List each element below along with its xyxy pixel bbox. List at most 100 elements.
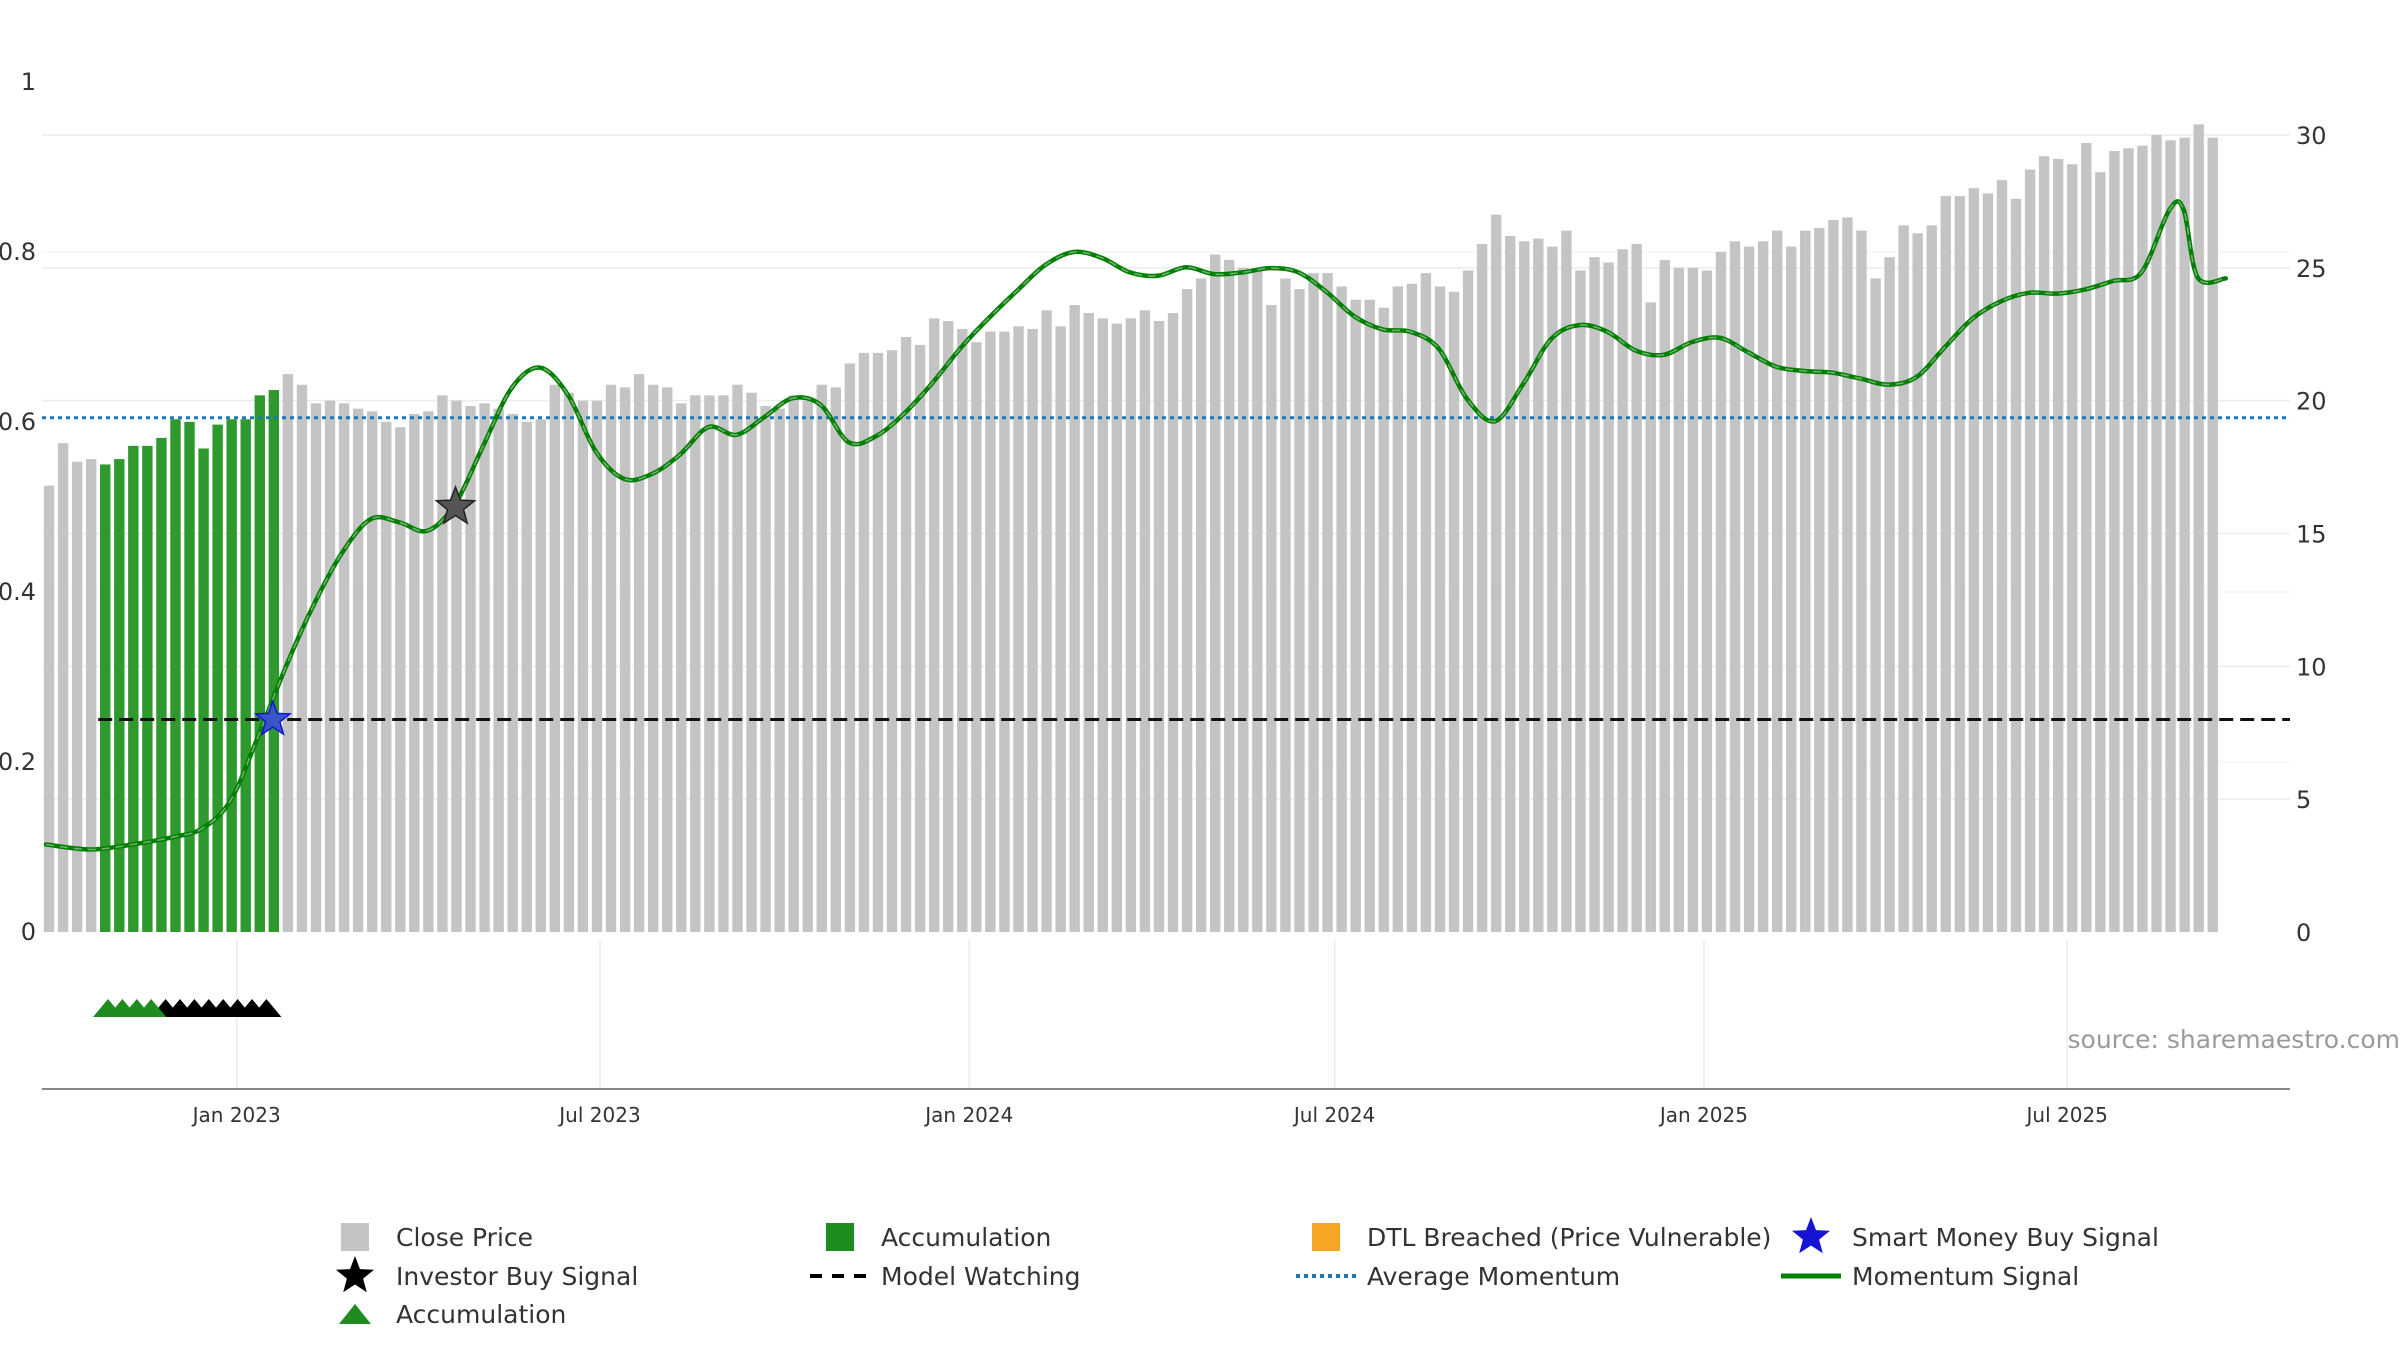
close-price-bar xyxy=(1379,308,1389,932)
close-price-bar xyxy=(1140,310,1150,932)
close-price-bar xyxy=(845,363,855,932)
close-price-bar xyxy=(915,345,925,932)
legend-triangle-icon xyxy=(339,1304,371,1324)
accumulation-bar xyxy=(269,390,279,932)
legend-label: Smart Money Buy Signal xyxy=(1852,1223,2159,1252)
x-tick-label: Jan 2025 xyxy=(1658,1103,1748,1127)
accumulation-markers xyxy=(93,999,281,1017)
close-price-bar xyxy=(1561,231,1571,932)
close-price-bar xyxy=(451,401,461,932)
grid-lines xyxy=(42,135,2290,1089)
close-price-bar xyxy=(2179,138,2189,932)
legend-item: Smart Money Buy Signal xyxy=(1792,1217,2159,1253)
close-price-bar xyxy=(1660,260,1670,932)
close-price-bar xyxy=(536,419,546,932)
right-tick-label: 30 xyxy=(2296,122,2327,150)
legend-star-icon xyxy=(336,1256,374,1292)
close-price-bar xyxy=(1688,268,1698,932)
close-price-bar xyxy=(676,403,686,932)
x-tick-label: Jul 2023 xyxy=(557,1103,640,1127)
reference-lines xyxy=(42,418,2290,720)
close-price-bar xyxy=(2109,151,2119,932)
close-price-bar xyxy=(887,350,897,932)
close-price-bar xyxy=(1519,241,1529,932)
left-tick-label: 0.6 xyxy=(0,408,36,436)
close-price-bar xyxy=(1617,249,1627,932)
close-price-bar xyxy=(901,337,911,932)
close-price-bar xyxy=(1589,257,1599,932)
close-price-bar xyxy=(1997,180,2007,932)
close-price-bar xyxy=(2193,124,2203,932)
legend-item: Accumulation xyxy=(339,1300,566,1329)
close-price-bar xyxy=(1603,263,1613,932)
close-price-bar xyxy=(817,385,827,932)
accumulation-bar xyxy=(241,419,251,932)
legend-label: Accumulation xyxy=(881,1223,1051,1252)
close-price-bar xyxy=(1280,278,1290,932)
close-price-bar xyxy=(1126,318,1136,932)
close-price-bar xyxy=(760,406,770,932)
right-tick-label: 15 xyxy=(2296,521,2327,549)
close-price-bar xyxy=(1365,300,1375,932)
close-price-bar xyxy=(1322,273,1332,932)
close-price-bar xyxy=(1421,273,1431,932)
close-price-bar xyxy=(1084,313,1094,932)
close-price-bar xyxy=(929,318,939,932)
close-price-bar xyxy=(620,387,630,932)
close-price-bar xyxy=(381,422,391,932)
close-price-bar xyxy=(1786,247,1796,932)
close-price-bar xyxy=(2208,138,2218,932)
close-price-bar xyxy=(1884,257,1894,932)
close-price-bar xyxy=(1041,310,1051,932)
close-price-bar xyxy=(2025,170,2035,932)
legend-item: Average Momentum xyxy=(1296,1262,1620,1291)
close-price-bar xyxy=(550,385,560,932)
close-price-bar xyxy=(1505,236,1515,932)
close-price-bar xyxy=(803,401,813,932)
accumulation-bar xyxy=(142,446,152,932)
close-price-bar xyxy=(1238,268,1248,932)
close-price-bar xyxy=(1435,286,1445,932)
close-price-bar xyxy=(1027,329,1037,932)
accumulation-bar xyxy=(156,438,166,932)
close-price-bar xyxy=(1870,278,1880,932)
close-price-bar xyxy=(1702,270,1712,932)
close-price-bar xyxy=(1856,231,1866,932)
legend-label: Accumulation xyxy=(396,1300,566,1329)
close-price-bar xyxy=(339,403,349,932)
close-price-bar xyxy=(564,393,574,932)
close-price-bar xyxy=(704,395,714,932)
close-price-bar xyxy=(1463,270,1473,932)
close-price-bar xyxy=(1069,305,1079,932)
close-price-bar xyxy=(311,403,321,932)
accumulation-bar xyxy=(100,464,110,932)
legend-swatch-square xyxy=(341,1223,369,1251)
close-price-bar xyxy=(1393,286,1403,932)
legend-label: Investor Buy Signal xyxy=(396,1262,638,1291)
legend-item: Accumulation xyxy=(826,1223,1051,1252)
accumulation-bar xyxy=(198,448,208,932)
close-price-bar xyxy=(409,414,419,932)
close-price-bars xyxy=(44,124,2218,932)
legend-swatch-square xyxy=(826,1223,854,1251)
close-price-bar xyxy=(423,411,433,932)
close-price-bar xyxy=(1927,225,1937,932)
close-price-bar xyxy=(1969,188,1979,932)
accumulation-bar xyxy=(170,419,180,932)
close-price-bar xyxy=(1955,196,1965,932)
close-price-bar xyxy=(1575,270,1585,932)
close-price-bar xyxy=(774,409,784,932)
close-price-bar xyxy=(634,374,644,932)
close-price-bar xyxy=(507,414,517,932)
close-price-bar xyxy=(690,395,700,932)
close-price-bar xyxy=(2165,140,2175,932)
close-price-bar xyxy=(297,385,307,932)
close-price-bar xyxy=(353,409,363,932)
close-price-bar xyxy=(1547,247,1557,932)
close-price-bar xyxy=(1898,225,1908,932)
left-tick-label: 0.2 xyxy=(0,748,36,776)
close-price-bar xyxy=(1266,305,1276,932)
close-price-bar xyxy=(1477,244,1487,932)
close-price-bar xyxy=(493,409,503,932)
